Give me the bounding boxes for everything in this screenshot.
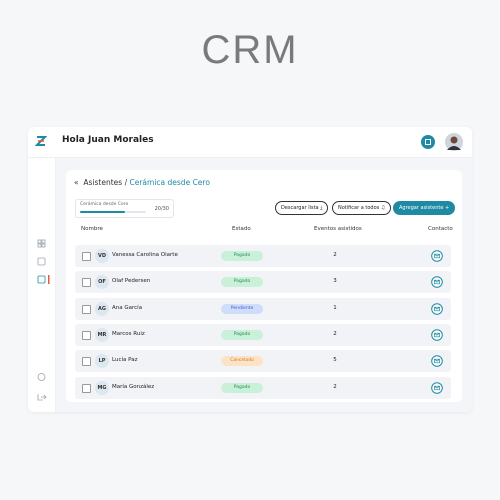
add-button[interactable]: Agregar asistente + [393,201,456,215]
nav-events[interactable] [37,275,46,284]
avatar-initials: VD [95,249,109,263]
column-header: Estado [232,226,251,232]
events-count: 1 [333,304,337,311]
attendee-name: Lucía Paz [112,357,138,364]
brand-title: CRM [201,28,299,72]
status-badge: Pagado [221,251,263,261]
column-header: Contacto [428,226,453,232]
attendee-name: Ana García [112,304,143,311]
button-label: Notificar a todos [338,205,380,211]
breadcrumb: « Asistentes / Cerámica desde Cero [74,178,210,187]
contact-button[interactable] [431,276,443,289]
status-badge: Cancelado [221,356,263,367]
contact-button[interactable] [431,329,443,341]
button-label: Agregar asistente [399,205,444,211]
attendee-row: VD Vanessa Carolina Oiarte Pagado 2 [75,245,451,267]
row-checkbox[interactable] [82,252,91,261]
contact-button[interactable] [431,250,443,262]
avatar-initials: LP [95,354,109,369]
row-checkbox[interactable] [82,330,91,340]
avatar-initials: MR [95,327,109,342]
logo [35,136,47,146]
row-checkbox[interactable] [82,304,91,314]
breadcrumb-current: Cerámica desde Cero [129,178,210,187]
active-indicator [48,275,50,284]
sidebar-icons [37,239,50,401]
row-checkbox[interactable] [82,383,91,393]
content-area: « Asistentes / Cerámica desde Cero Cerám… [56,158,472,412]
breadcrumb-separator: / [124,178,128,187]
contact-button[interactable] [431,302,443,315]
back-link[interactable]: « [74,178,79,187]
breadcrumb-parent[interactable]: Asistentes [83,178,123,187]
avatar-initials: MG [95,380,109,395]
nav-settings[interactable] [37,373,46,381]
progress-label: Cerámica desde Cero [80,202,129,207]
status-badge: Pagado [221,329,263,340]
progress-count: 20/30 [154,206,169,212]
download-button[interactable]: Descargar lista ⤓ [275,201,329,215]
nav-calendar[interactable] [37,257,46,266]
user-avatar[interactable] [445,133,463,151]
status-badge: Pagado [221,277,263,288]
events-count: 2 [333,330,337,337]
contact-button[interactable] [431,355,443,367]
events-count: 5 [333,357,337,364]
progress-fill [80,211,125,213]
events-count: 2 [333,383,337,390]
avatar-initials: OF [95,275,109,290]
column-header: Eventos asistidos [314,226,362,232]
nav-logout[interactable] [37,394,47,401]
progress-box: Cerámica desde Cero 20/30 [75,199,174,218]
attendee-row: MG María González Pagado 2 [75,376,451,399]
sidebar [28,158,56,412]
events-count: 3 [333,278,337,285]
attendee-name: Vanessa Carolina Oiarte [112,252,178,258]
notification-button[interactable] [421,135,435,149]
attendee-name: Olaf Pedersen [112,278,151,285]
attendees-panel: « Asistentes / Cerámica desde Cero Cerám… [66,170,462,402]
row-checkbox[interactable] [82,278,91,288]
contact-button[interactable] [431,381,443,394]
attendee-row: AG Ana García Pendiente 1 [75,297,451,320]
attendee-name: María González [112,383,155,390]
button-label: Descargar lista [281,205,319,211]
attendee-row: LP Lucía Paz Cancelado 5 [75,350,451,373]
attendee-name: Marcos Ruiz [112,330,145,337]
attendee-row: OF Olaf Pedersen Pagado 3 [75,271,451,294]
top-bar: Hola Juan Morales [28,127,472,158]
nav-dashboard[interactable] [37,239,42,244]
avatar-initials: AG [95,301,109,316]
column-header: Nombre [81,226,103,232]
progress-bar [80,211,146,213]
row-checkbox[interactable] [82,357,91,367]
greeting: Hola Juan Morales [62,135,154,145]
status-badge: Pendiente [221,303,263,314]
status-badge: Pagado [221,382,263,393]
notify-button[interactable]: Notificar a todos ♫ [332,201,392,215]
events-count: 2 [333,252,337,258]
app-window: Hola Juan Morales « Asistentes / [28,127,472,412]
attendee-row: MR Marcos Ruiz Pagado 2 [75,323,451,346]
